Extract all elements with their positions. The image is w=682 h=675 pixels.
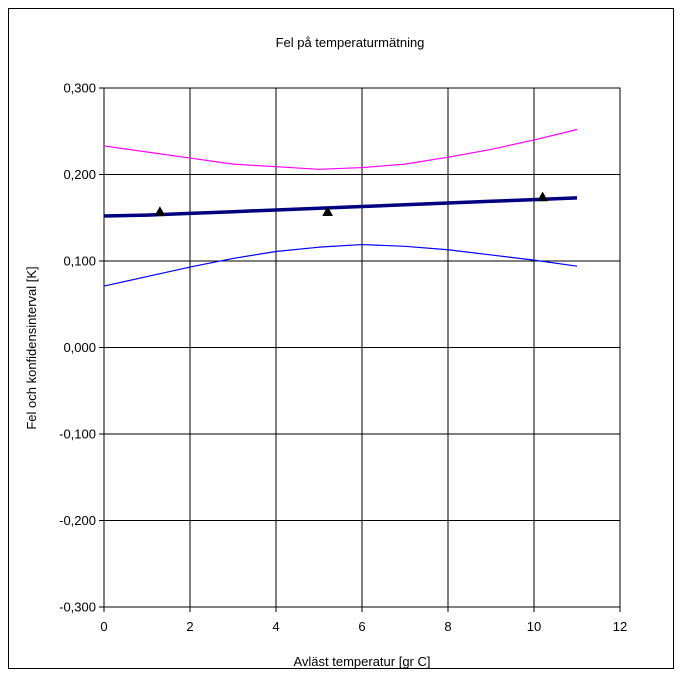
y-tick-label-2: 0,100 (63, 254, 96, 269)
series-line-0 (103, 128, 578, 170)
chart-title: Fel på temperaturmätning (276, 35, 425, 50)
y-tick-label-0: 0,300 (63, 81, 96, 96)
x-tick-label-2: 4 (272, 619, 279, 634)
x-axis-title: Avläst temperatur [gr C] (293, 654, 430, 669)
data-point-triangle-1 (322, 206, 334, 216)
y-tick-label-4: -0,100 (59, 427, 96, 442)
plot-area: 0,300 0,200 0,100 0,000 -0,100 -0,200 -0,300 0 2… (59, 81, 627, 635)
y-tick-label-6: -0,300 (59, 600, 96, 615)
x-tick-label-5: 10 (527, 619, 541, 634)
y-tick-label-3: 0,000 (63, 340, 96, 355)
y-tick-label-1: 0,200 (63, 167, 96, 182)
x-tick-label-3: 6 (358, 619, 365, 634)
y-tick-label-5: -0,200 (59, 513, 96, 528)
x-tick-label-4: 8 (444, 619, 451, 634)
x-tick-label-1: 2 (186, 619, 193, 634)
data-point-triangle-2 (537, 191, 549, 202)
series-line-1 (103, 196, 578, 218)
x-tick-label-6: 12 (613, 619, 627, 634)
y-axis-title: Fel och konfidensinterval [K] (24, 266, 39, 429)
x-tick-label-0: 0 (100, 619, 107, 634)
data-point-triangle-0 (154, 206, 166, 216)
series-line-2 (103, 243, 578, 287)
